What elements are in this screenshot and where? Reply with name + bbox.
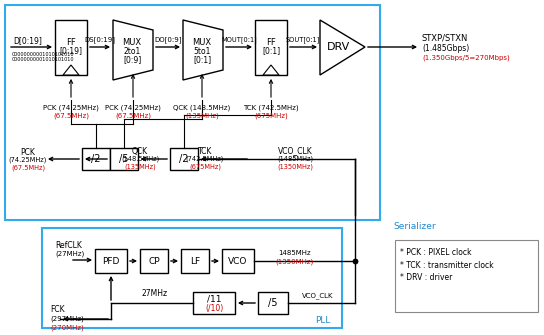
Text: [0:9]: [0:9] [123, 56, 141, 65]
Text: VCO: VCO [228, 257, 248, 266]
Text: /2: /2 [180, 154, 189, 164]
Text: MUX: MUX [193, 38, 212, 47]
Text: (675MHz): (675MHz) [189, 164, 221, 170]
Text: DO[0:9]: DO[0:9] [154, 37, 182, 43]
Text: [0:1]: [0:1] [193, 56, 211, 65]
Text: 00000000001010101010: 00000000001010101010 [12, 57, 75, 62]
Bar [255, 20, 287, 75]
Text: (270MHz): (270MHz) [50, 325, 84, 331]
Text: FF: FF [66, 38, 76, 47]
Bar [395, 240, 538, 312]
Text: * DRV : driver: * DRV : driver [400, 273, 453, 282]
Bar [193, 292, 235, 314]
Text: TCK (742.5MHz): TCK (742.5MHz) [243, 105, 299, 111]
Text: (675MHz): (675MHz) [254, 113, 288, 119]
Text: (1350MHz): (1350MHz) [277, 164, 313, 170]
Bar [181, 249, 209, 273]
Text: /5: /5 [268, 298, 278, 308]
Bar [5, 5, 380, 220]
Bar [222, 249, 254, 273]
Text: FCK: FCK [50, 305, 65, 314]
Text: (67.5MHz): (67.5MHz) [53, 113, 89, 119]
Text: Serializer: Serializer [393, 222, 436, 231]
Text: (67.5MHz): (67.5MHz) [11, 165, 45, 171]
Text: 00000000001010101010: 00000000001010101010 [12, 52, 75, 57]
Text: PCK (74.25MHz): PCK (74.25MHz) [43, 105, 99, 111]
Text: [0:1]: [0:1] [262, 47, 280, 56]
Text: DS[0:19]: DS[0:19] [84, 37, 115, 43]
Text: (1350MHz): (1350MHz) [276, 259, 314, 265]
Text: (1.485Gbps): (1.485Gbps) [422, 44, 469, 53]
Text: (1485MHz): (1485MHz) [277, 156, 313, 162]
Text: (1.350Gbps/5=270Mbps): (1.350Gbps/5=270Mbps) [422, 55, 510, 61]
Text: TCK: TCK [198, 146, 212, 155]
Text: STXP/STXN: STXP/STXN [422, 34, 468, 43]
Text: (135MHz): (135MHz) [185, 113, 219, 119]
Text: VCO_CLK: VCO_CLK [277, 146, 312, 155]
Text: (67.5MHz): (67.5MHz) [115, 113, 151, 119]
Text: 27MHz: 27MHz [142, 289, 168, 298]
Bar [42, 228, 342, 328]
Polygon shape [183, 20, 223, 80]
Text: * TCK : transmitter clock: * TCK : transmitter clock [400, 261, 493, 269]
Bar [95, 249, 127, 273]
Text: PLL: PLL [315, 316, 330, 325]
Bar [170, 148, 198, 170]
Polygon shape [63, 65, 79, 75]
Text: CP: CP [148, 257, 160, 266]
Text: 5to1: 5to1 [193, 47, 211, 56]
Bar [258, 292, 288, 314]
Bar [82, 148, 110, 170]
Text: DRV: DRV [326, 42, 350, 52]
Text: (297MHz): (297MHz) [50, 316, 84, 322]
Text: D[0:19]: D[0:19] [13, 37, 42, 46]
Text: /2: /2 [91, 154, 101, 164]
Text: (74.25MHz): (74.25MHz) [9, 157, 47, 163]
Text: [0:19]: [0:19] [59, 47, 83, 56]
Text: * PCK : PIXEL clock: * PCK : PIXEL clock [400, 248, 472, 257]
Text: MUX: MUX [122, 38, 141, 47]
Text: SOUT[0:1]: SOUT[0:1] [286, 37, 320, 43]
Bar [140, 249, 168, 273]
Text: QCK (148.5MHz): QCK (148.5MHz) [174, 105, 231, 111]
Text: /11: /11 [207, 294, 221, 304]
Text: QCK: QCK [132, 146, 148, 155]
Text: PCK (74.25MHz): PCK (74.25MHz) [105, 105, 161, 111]
Polygon shape [263, 65, 279, 75]
Text: RefCLK: RefCLK [55, 241, 82, 250]
Text: (135MHz): (135MHz) [124, 164, 156, 170]
Text: (/10): (/10) [205, 304, 223, 313]
Text: (27MHz): (27MHz) [55, 251, 84, 257]
Text: PFD: PFD [102, 257, 120, 266]
Polygon shape [320, 20, 365, 75]
Bar [110, 148, 138, 170]
Text: 2to1: 2to1 [123, 47, 141, 56]
Bar [55, 20, 87, 75]
Text: MOUT[0:1]: MOUT[0:1] [221, 37, 257, 43]
Text: (742.5MHz): (742.5MHz) [186, 156, 224, 162]
Text: PCK: PCK [21, 147, 35, 156]
Text: VCO_CLK: VCO_CLK [302, 293, 334, 299]
Polygon shape [113, 20, 153, 80]
Text: (148.5MHz): (148.5MHz) [121, 156, 159, 162]
Text: 1485MHz: 1485MHz [279, 250, 311, 256]
Text: LF: LF [190, 257, 200, 266]
Text: /5: /5 [119, 154, 129, 164]
Text: FF: FF [266, 38, 276, 47]
